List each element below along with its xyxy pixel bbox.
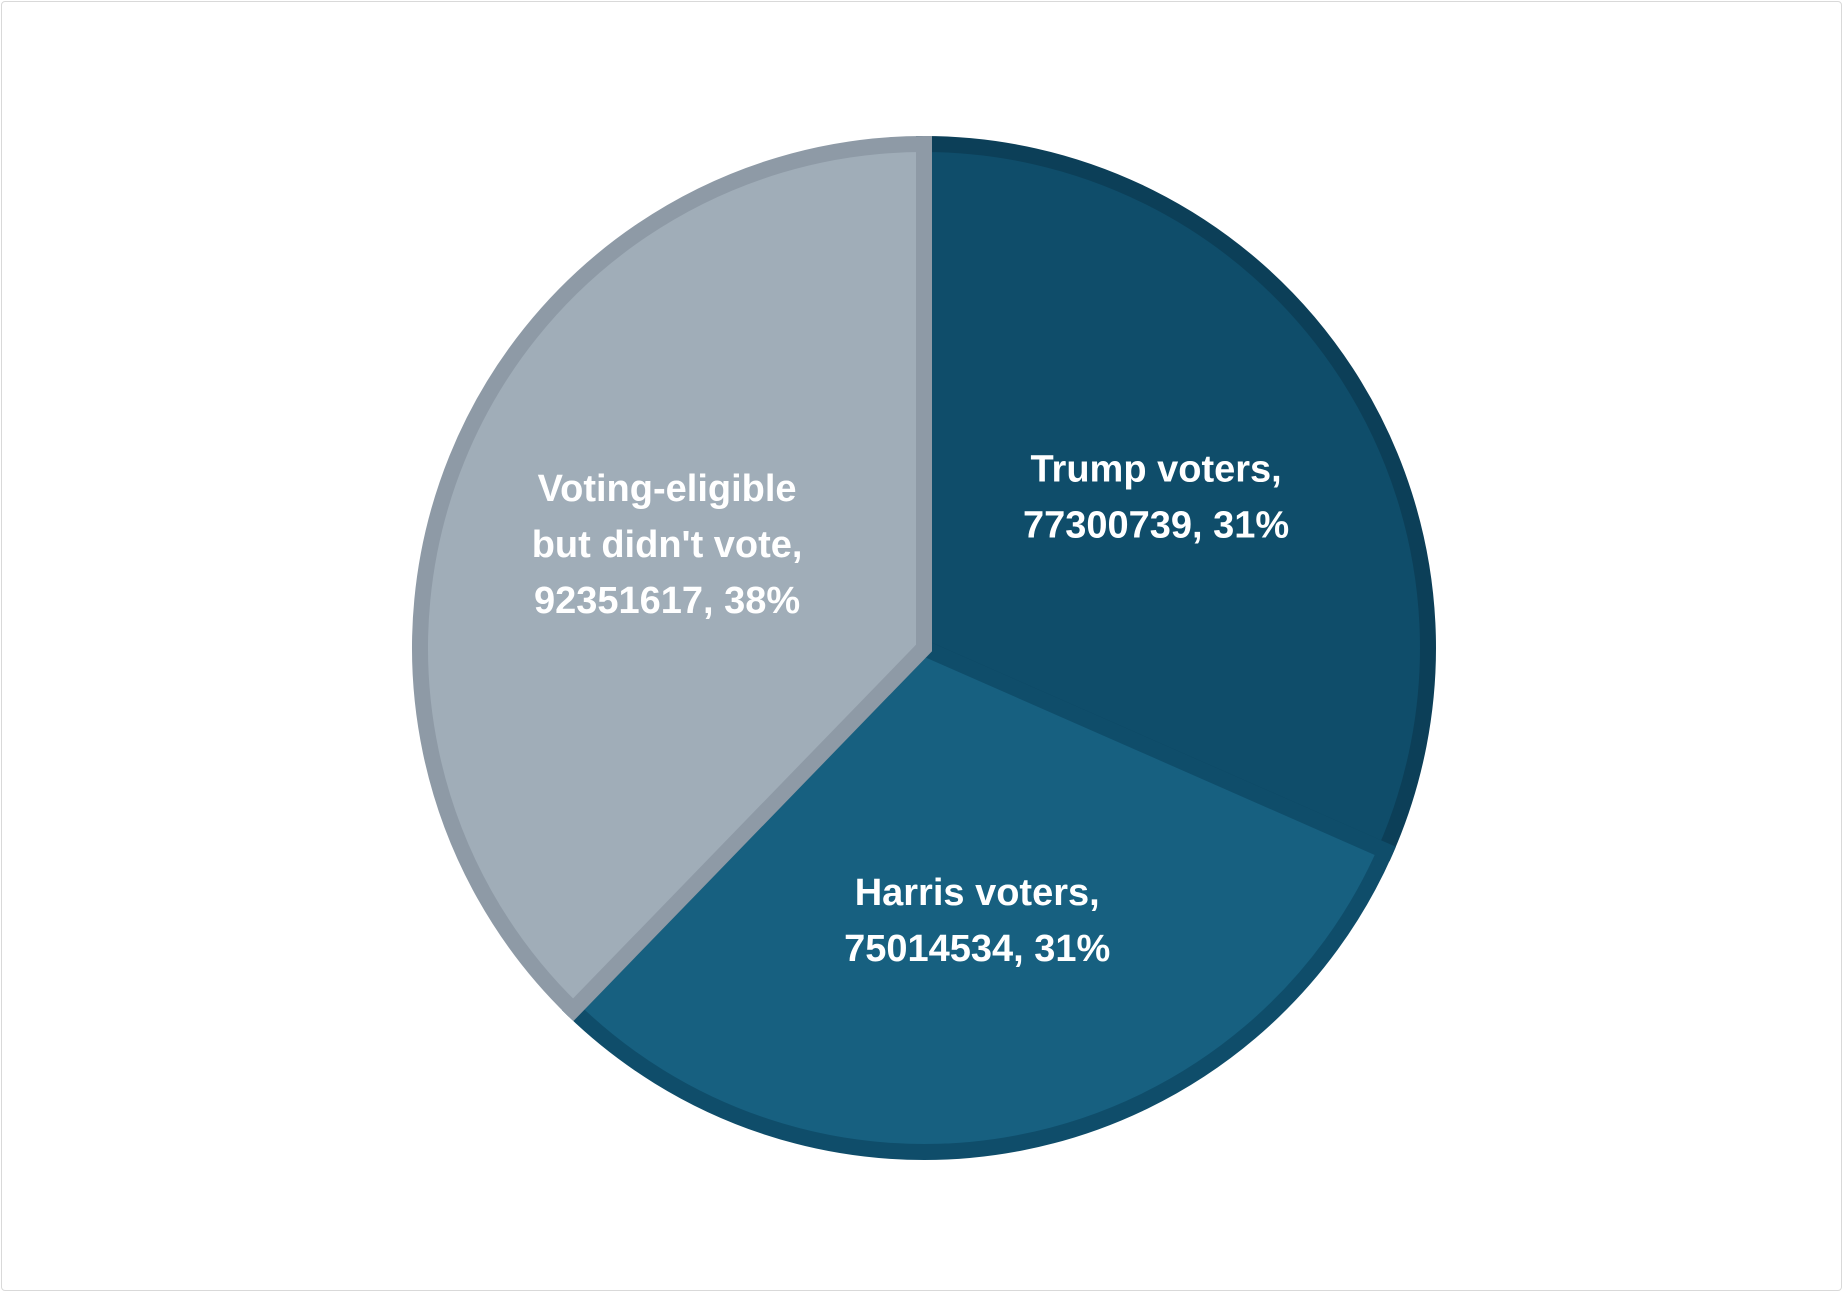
data-label-line: 92351617, 38% [534,580,800,622]
data-label-line: but didn't vote, [532,524,803,566]
data-label-line: 75014534, 31% [844,928,1110,970]
data-label-line: Harris voters, [855,872,1100,914]
pie-slice-trump-voters [916,135,1436,862]
data-label-line: 77300739, 31% [1023,505,1289,547]
data-label-trump-voters: Trump voters, 77300739, 31% [1023,449,1289,547]
data-label-line: Voting-eligible [538,468,797,510]
data-label-harris-voters: Harris voters, 75014534, 31% [844,872,1110,970]
data-label-line: Trump voters, [1030,449,1281,491]
data-label-voting-eligible-but-didn-t-vote: Voting-eligible but didn't vote, 92351617,… [532,468,803,622]
pie-slice-harris-voters [561,638,1396,1160]
pie-slice-voting-eligible-but-didn-t-vote [412,135,932,1022]
